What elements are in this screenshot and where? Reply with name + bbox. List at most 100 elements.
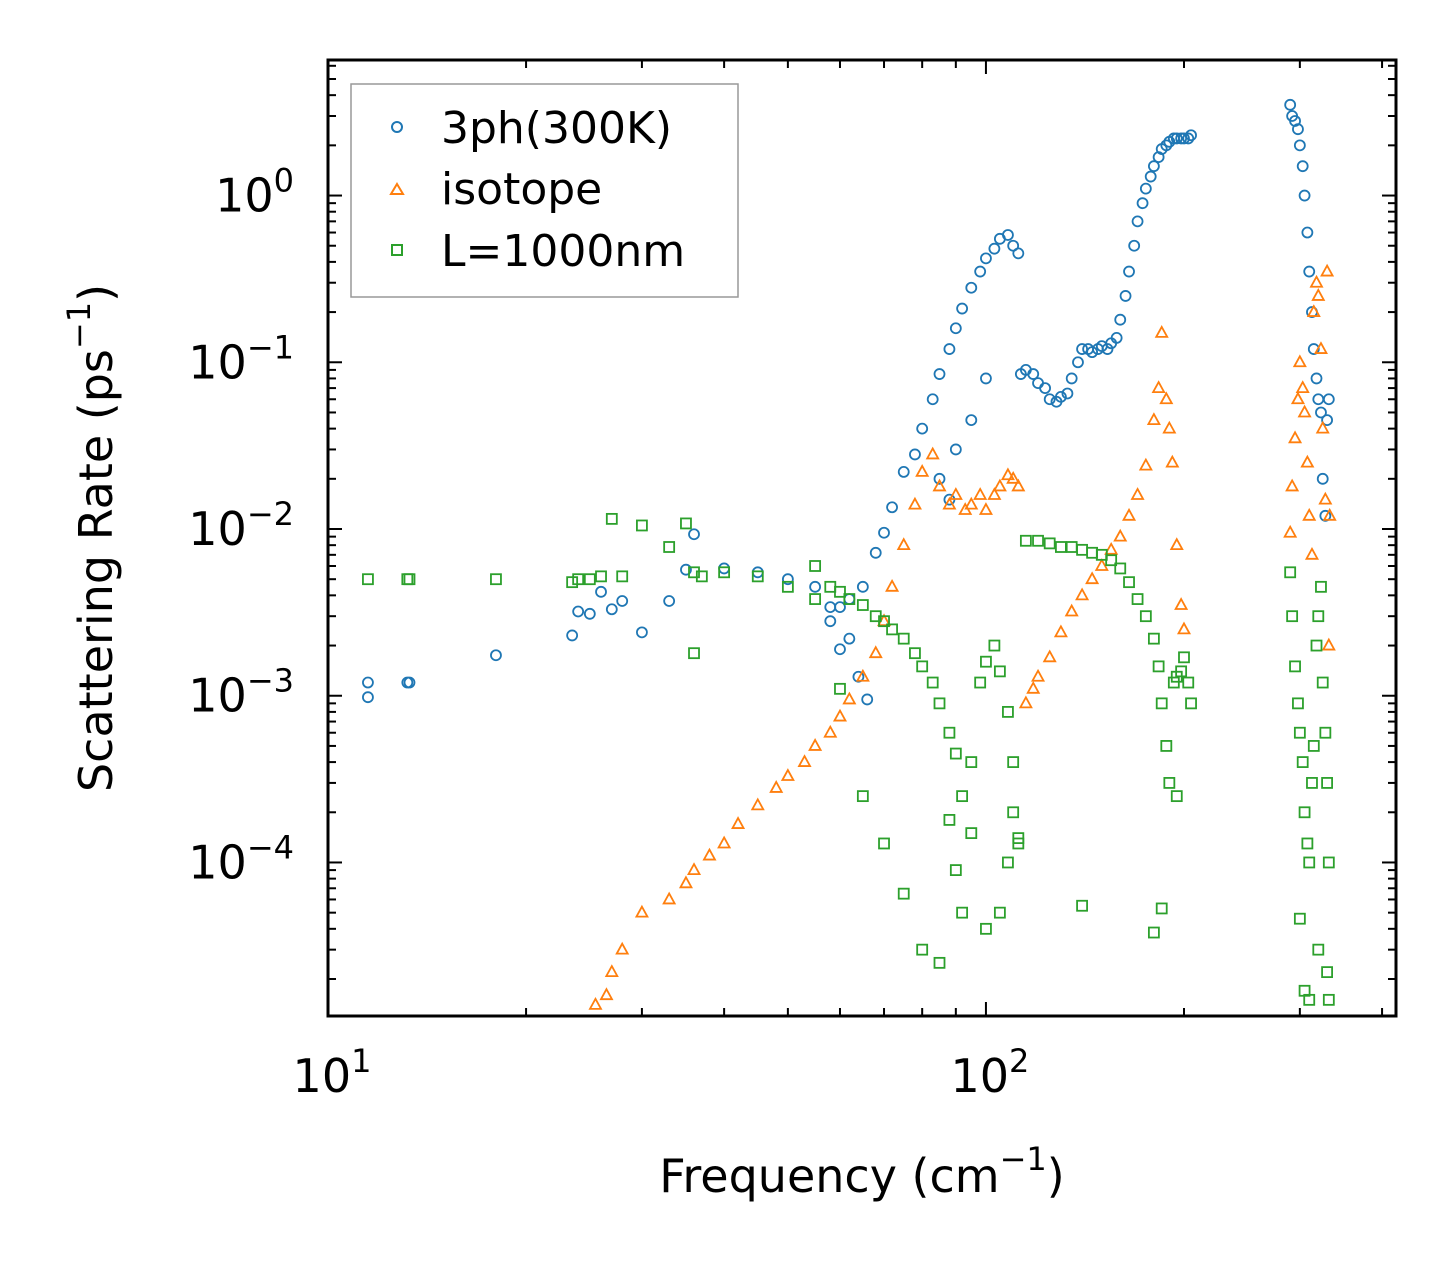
data-point bbox=[595, 570, 607, 583]
data-point bbox=[842, 691, 857, 705]
data-point bbox=[855, 668, 870, 682]
data-point bbox=[490, 649, 502, 662]
data-point bbox=[680, 517, 692, 530]
data-point bbox=[769, 780, 784, 793]
data-point bbox=[1114, 313, 1127, 326]
data-point bbox=[965, 414, 978, 426]
data-point bbox=[843, 593, 856, 605]
data-point bbox=[916, 660, 929, 673]
data-point bbox=[949, 864, 962, 876]
data-point bbox=[1105, 554, 1118, 567]
data-point bbox=[965, 281, 978, 294]
data-point bbox=[973, 487, 988, 500]
data-point bbox=[1136, 197, 1149, 210]
data-point bbox=[1086, 346, 1099, 359]
y-tick-label: 10−3 bbox=[188, 662, 294, 723]
data-point bbox=[599, 987, 614, 1001]
data-point bbox=[1292, 123, 1304, 136]
data-point bbox=[1170, 790, 1183, 803]
data-point bbox=[988, 242, 1001, 255]
data-point bbox=[1310, 639, 1323, 652]
data-point bbox=[1130, 487, 1145, 500]
data-point bbox=[1289, 115, 1301, 127]
data-point bbox=[1065, 372, 1078, 385]
y-axis-label: Scattering Rate (ps−1) bbox=[60, 284, 123, 792]
data-point bbox=[1303, 265, 1316, 278]
data-point bbox=[1019, 534, 1032, 547]
legend: 3ph(300K) isotope L=1000nm bbox=[350, 83, 739, 298]
data-point bbox=[897, 632, 910, 645]
legend-marker-3ph bbox=[391, 121, 403, 133]
data-point bbox=[1064, 603, 1079, 617]
data-point bbox=[1285, 478, 1300, 492]
data-point bbox=[834, 585, 846, 598]
data-point bbox=[1321, 637, 1336, 651]
data-point bbox=[1123, 576, 1135, 589]
data-point bbox=[1286, 610, 1299, 623]
data-point bbox=[1292, 697, 1304, 710]
data-point bbox=[1002, 856, 1014, 869]
data-point bbox=[663, 595, 676, 607]
data-point bbox=[809, 560, 822, 572]
y-tick-label: 10−4 bbox=[188, 828, 294, 889]
data-point bbox=[878, 615, 890, 628]
data-point bbox=[1031, 668, 1046, 682]
data-point bbox=[885, 578, 900, 592]
data-point bbox=[1076, 899, 1088, 912]
data-point bbox=[808, 738, 823, 751]
data-point bbox=[915, 464, 930, 477]
data-point bbox=[1306, 777, 1318, 789]
data-point bbox=[688, 566, 700, 579]
data-point bbox=[604, 964, 619, 978]
data-point bbox=[780, 768, 795, 781]
data-point bbox=[907, 496, 922, 510]
data-point bbox=[1313, 341, 1328, 354]
data-point bbox=[1306, 304, 1321, 317]
data-point bbox=[1072, 356, 1084, 369]
data-point bbox=[933, 956, 946, 969]
data-point bbox=[993, 665, 1006, 678]
data-point bbox=[1311, 288, 1326, 301]
data-point bbox=[1293, 139, 1306, 152]
data-point bbox=[1169, 537, 1184, 551]
data-point bbox=[832, 708, 847, 722]
data-point bbox=[1303, 993, 1316, 1006]
data-point bbox=[1298, 189, 1311, 202]
data-point bbox=[943, 814, 956, 826]
data-point bbox=[1295, 380, 1310, 393]
data-point bbox=[1304, 546, 1320, 560]
data-point bbox=[583, 573, 596, 586]
data-point bbox=[1043, 393, 1056, 406]
data-point bbox=[1296, 756, 1309, 768]
data-point bbox=[1160, 139, 1173, 152]
data-point bbox=[1039, 382, 1051, 394]
data-point bbox=[916, 422, 929, 435]
data-point bbox=[980, 922, 992, 935]
data-point bbox=[751, 570, 764, 583]
data-point bbox=[1322, 856, 1335, 869]
data-point bbox=[1075, 587, 1090, 601]
data-point bbox=[1319, 509, 1332, 522]
data-point bbox=[956, 302, 969, 315]
data-point bbox=[1293, 726, 1306, 739]
data-point bbox=[1007, 806, 1020, 819]
data-point bbox=[1316, 472, 1329, 485]
data-point bbox=[1303, 856, 1316, 869]
data-point bbox=[943, 343, 956, 355]
data-point bbox=[809, 580, 822, 593]
y-tick-label: 10−2 bbox=[188, 495, 294, 556]
data-point bbox=[1002, 229, 1014, 241]
data-point bbox=[1160, 740, 1173, 752]
legend-label-isotope: isotope bbox=[441, 164, 602, 215]
data-point bbox=[605, 512, 618, 525]
data-point bbox=[1284, 566, 1297, 579]
data-point bbox=[992, 478, 1007, 492]
data-point bbox=[1185, 129, 1197, 142]
plot-frame bbox=[326, 58, 1398, 1018]
data-point bbox=[588, 996, 603, 1010]
data-point bbox=[1122, 507, 1137, 521]
data-point bbox=[1298, 806, 1311, 819]
tick-label-layer: 101 102 100 10−1 10−2 10−3 10−4 bbox=[188, 162, 1029, 1103]
data-point bbox=[925, 446, 940, 460]
data-point bbox=[1301, 837, 1314, 850]
